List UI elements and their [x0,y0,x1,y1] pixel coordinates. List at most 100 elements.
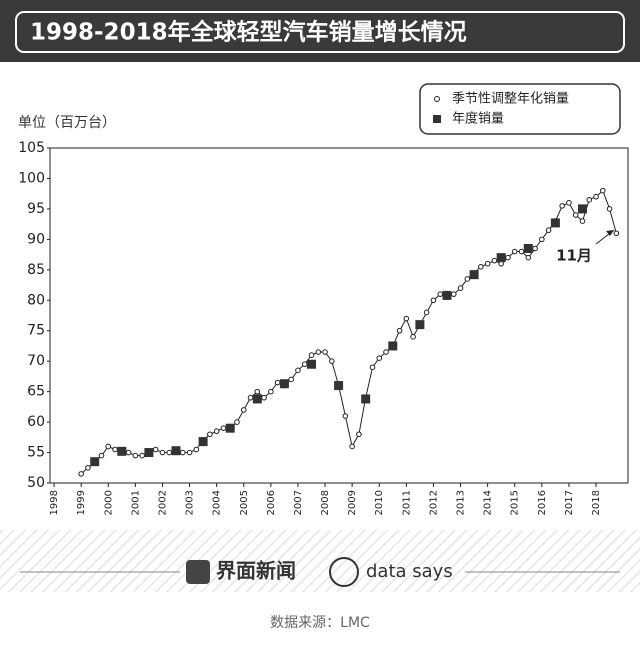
point-marker [606,206,613,212]
point-marker [403,315,410,322]
brand2-logo [329,557,359,587]
point-marker [159,449,166,456]
x-tick-label: 2001 [130,490,141,515]
point-marker [98,452,105,459]
annotation: 11月 [556,247,592,265]
point-marker [437,291,444,297]
x-tick-label: 2014 [483,490,494,515]
footer-band [0,530,640,592]
point-marker [308,352,315,358]
x-tick-label: 2004 [212,490,223,515]
annual-marker [496,253,506,263]
point-marker [268,388,274,395]
point-marker [234,419,240,425]
point-marker [566,200,572,206]
point-marker [511,248,518,255]
point-marker [518,248,525,255]
x-tick-label: 2008 [320,490,331,515]
annual-marker [279,379,289,389]
point-marker [193,446,200,453]
point-marker [410,334,416,340]
point-marker [369,364,376,371]
annual-marker [252,394,262,404]
y-axis-label: 单位（百万台） [18,115,116,131]
annual-marker [469,270,479,280]
annual-marker [415,320,425,330]
point-marker [85,464,91,471]
series-line [80,189,617,475]
point-marker [430,297,437,304]
point-marker [207,431,213,438]
point-marker [484,260,491,267]
point-marker [105,443,112,450]
y-tick-label: 60 [27,414,45,430]
point-marker [112,446,118,453]
point-marker [457,285,464,291]
point-marker [478,263,484,270]
point-marker [179,449,186,456]
point-marker [315,349,322,355]
point-marker [186,449,193,456]
point-marker [166,449,173,456]
x-tick-label: 1999 [76,490,87,515]
annual-marker [334,381,344,391]
y-tick-label: 80 [27,292,45,308]
annual-marker [550,218,560,228]
x-tick-label: 2016 [537,490,548,515]
legend-label: 季节性调整年化销量 [452,92,569,107]
point-marker [491,257,498,264]
point-marker [213,428,220,435]
x-tick-label: 2013 [456,490,467,515]
annual-marker [225,423,235,433]
point-marker [261,394,267,401]
point-marker [539,236,545,243]
point-marker [599,187,606,194]
annual-marker [90,457,100,467]
point-marker [376,355,383,361]
annual-marker [171,446,181,456]
point-marker [274,379,281,386]
y-tick-label: 75 [27,323,45,339]
annual-marker [198,437,208,447]
x-tick-label: 2015 [510,490,521,515]
point-marker [423,309,430,316]
point-marker [613,230,620,237]
y-tick-label: 95 [27,201,45,217]
y-tick-label: 85 [27,262,45,278]
title-frame [15,11,625,53]
plot-frame [49,147,629,484]
y-tick-label: 55 [27,445,45,461]
x-tick-label: 2003 [185,490,196,515]
annual-marker [577,204,587,214]
point-marker [525,254,532,261]
y-tick-label: 50 [27,475,45,491]
point-marker [572,212,579,218]
point-marker [593,193,599,200]
brand: 界面新闻 [216,559,296,583]
legend-label: 年度销量 [452,111,504,127]
point-marker [342,413,349,419]
x-tick-label: 2010 [374,490,385,515]
point-marker [450,291,457,297]
annual-marker [388,341,398,351]
legend-swatch [433,115,441,123]
annual-marker [442,290,452,300]
point-marker [329,358,335,364]
point-marker [349,443,355,450]
y-tick-label: 65 [27,384,45,400]
y-tick-label: 100 [18,170,45,186]
x-tick-label: 2018 [591,490,602,515]
y-tick-label: 105 [18,140,45,156]
x-tick-label: 2011 [401,490,412,515]
legend-frame [419,83,621,135]
y-tick-label: 70 [27,353,45,369]
x-tick-label: 2002 [157,490,168,515]
point-marker [295,367,301,374]
point-marker [132,452,139,459]
x-tick-label: 2012 [428,490,439,515]
point-marker [78,471,84,477]
brand-logo [186,560,210,584]
point-marker [532,245,538,252]
